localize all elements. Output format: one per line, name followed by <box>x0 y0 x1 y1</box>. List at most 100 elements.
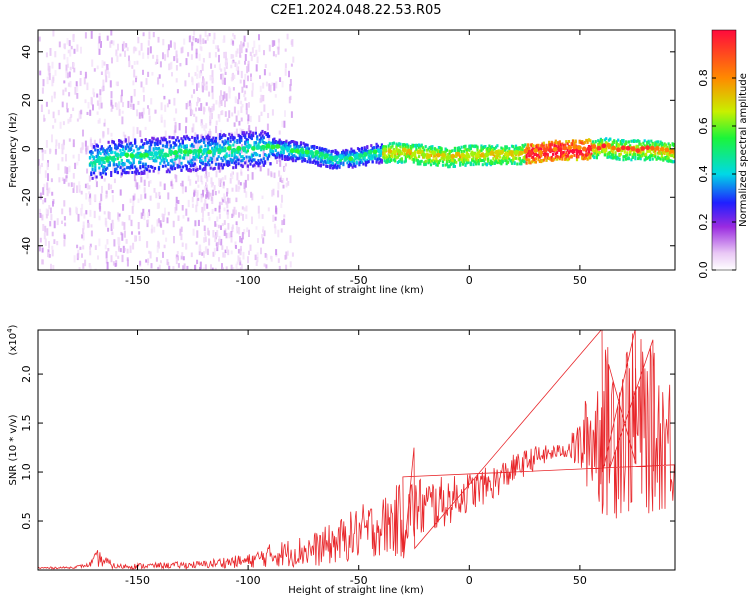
spectrogram-cell <box>63 200 66 207</box>
spectrogram-cell <box>278 153 281 157</box>
spectrogram-cell <box>277 140 280 144</box>
spectrogram-cell <box>113 239 116 247</box>
spectrogram-cell <box>477 162 480 166</box>
spectrogram-cell <box>82 245 85 250</box>
spectrogram-cell <box>330 152 333 156</box>
spectrogram-cell <box>192 36 195 41</box>
spectrogram-cell <box>453 164 456 168</box>
spectrogram-cell <box>110 171 113 174</box>
spectrogram-cell <box>216 242 219 248</box>
spectrogram-cell <box>415 143 418 147</box>
spectrogram-cell <box>194 220 197 227</box>
spectrogram-cell <box>96 93 99 98</box>
spectrogram-cell <box>491 145 494 149</box>
spectrogram-cell <box>476 160 479 164</box>
spectrogram-cell <box>360 150 364 154</box>
y-tick-label: 1.5 <box>20 414 33 432</box>
spectrogram-cell <box>149 251 152 259</box>
spectrogram-cell <box>98 36 101 44</box>
spectrogram-cell <box>651 143 654 147</box>
spectrogram-cell <box>205 81 208 85</box>
spectrogram-cell <box>570 142 573 146</box>
spectrogram-cell <box>424 162 427 166</box>
spectrogram-cell <box>403 143 406 147</box>
spectrogram-cell <box>329 153 332 157</box>
spectrogram-cell <box>642 149 645 153</box>
spectrogram-peak <box>338 154 344 160</box>
spectrogram-cell <box>86 222 89 229</box>
spectrogram-cell <box>137 101 140 105</box>
spectrogram-cell <box>189 164 192 168</box>
spectrogram-cell <box>335 166 338 169</box>
spectrogram-cell <box>294 155 297 159</box>
spectrogram-cell <box>291 140 295 144</box>
spectrogram-cell <box>239 236 242 243</box>
spectrogram-cell <box>314 156 317 160</box>
spectrogram-cell <box>137 198 140 203</box>
spectrogram-cell <box>307 147 310 151</box>
spectrogram-cell <box>173 56 176 62</box>
spectrogram-cell <box>193 190 196 196</box>
spectrogram-cell <box>216 216 219 222</box>
spectrogram-cell <box>268 154 271 158</box>
spectrogram-cell <box>86 182 89 190</box>
spectrogram-cell <box>562 143 565 147</box>
spectrogram-cell <box>224 111 227 117</box>
spectrogram-cell <box>203 124 206 131</box>
spectrogram-cell <box>183 38 186 45</box>
spectrogram-cell <box>349 150 352 154</box>
spectrogram-peak <box>367 149 373 155</box>
spectrogram-cell <box>95 175 98 179</box>
spectrogram-cell <box>197 140 200 144</box>
spectrogram-cell <box>561 157 564 161</box>
spectrogram-cell <box>87 102 90 109</box>
spectrogram-cell <box>504 156 507 160</box>
spectrogram-cell <box>648 158 652 162</box>
spectrogram-cell <box>321 150 324 154</box>
spectrogram-cell <box>204 165 207 169</box>
spectrogram-peak <box>207 149 213 155</box>
spectrogram-cell <box>84 32 87 39</box>
spectrogram-cell <box>634 139 637 143</box>
spectrogram-peak <box>620 145 626 151</box>
spectrogram-cell <box>231 187 234 192</box>
spectrogram-cell <box>480 144 483 148</box>
spectrogram-cell <box>311 160 314 164</box>
spectrogram-cell <box>203 141 206 144</box>
spectrogram-cell <box>263 263 266 267</box>
spectrogram-peak <box>192 149 198 154</box>
spectrogram-cell <box>160 153 163 157</box>
spectrogram-cell <box>163 157 166 161</box>
colorbar-tick-label: 0.0 <box>697 261 710 279</box>
spectrogram-cell <box>129 165 132 174</box>
spectrogram-cell <box>371 156 374 160</box>
spectrogram-cell <box>214 191 217 196</box>
spectrogram-cell <box>195 107 197 112</box>
spectrogram-cell <box>41 153 44 161</box>
spectrogram-cell <box>122 102 124 108</box>
spectrogram-cell <box>216 230 219 238</box>
spectrogram-peak <box>630 146 636 152</box>
spectrogram-cell <box>587 138 591 142</box>
spectrogram-cell <box>143 142 146 146</box>
spectrogram-cell <box>619 148 622 152</box>
spectrogram-cell <box>39 237 42 243</box>
spectrogram-cell <box>226 191 228 197</box>
spectrogram-cell <box>160 102 163 111</box>
spectrogram-cell <box>244 54 247 61</box>
spectrogram-cell <box>254 153 257 157</box>
spectrogram-cell <box>315 146 318 149</box>
spectrogram-cell <box>299 152 303 155</box>
spectrogram-cell <box>467 147 470 151</box>
spectrogram-cell <box>238 120 241 126</box>
spectrogram-cell <box>51 79 54 87</box>
spectrogram-cell <box>577 155 580 159</box>
spectrogram-cell <box>148 139 151 143</box>
spectrogram-cell <box>598 151 601 155</box>
spectrogram-cell <box>289 261 292 268</box>
spectrogram-cell <box>158 195 161 199</box>
spectrogram-cell <box>622 139 625 142</box>
spectrogram-cell <box>407 146 410 150</box>
spectrogram-cell <box>524 157 527 161</box>
spectrogram-cell <box>243 187 246 193</box>
